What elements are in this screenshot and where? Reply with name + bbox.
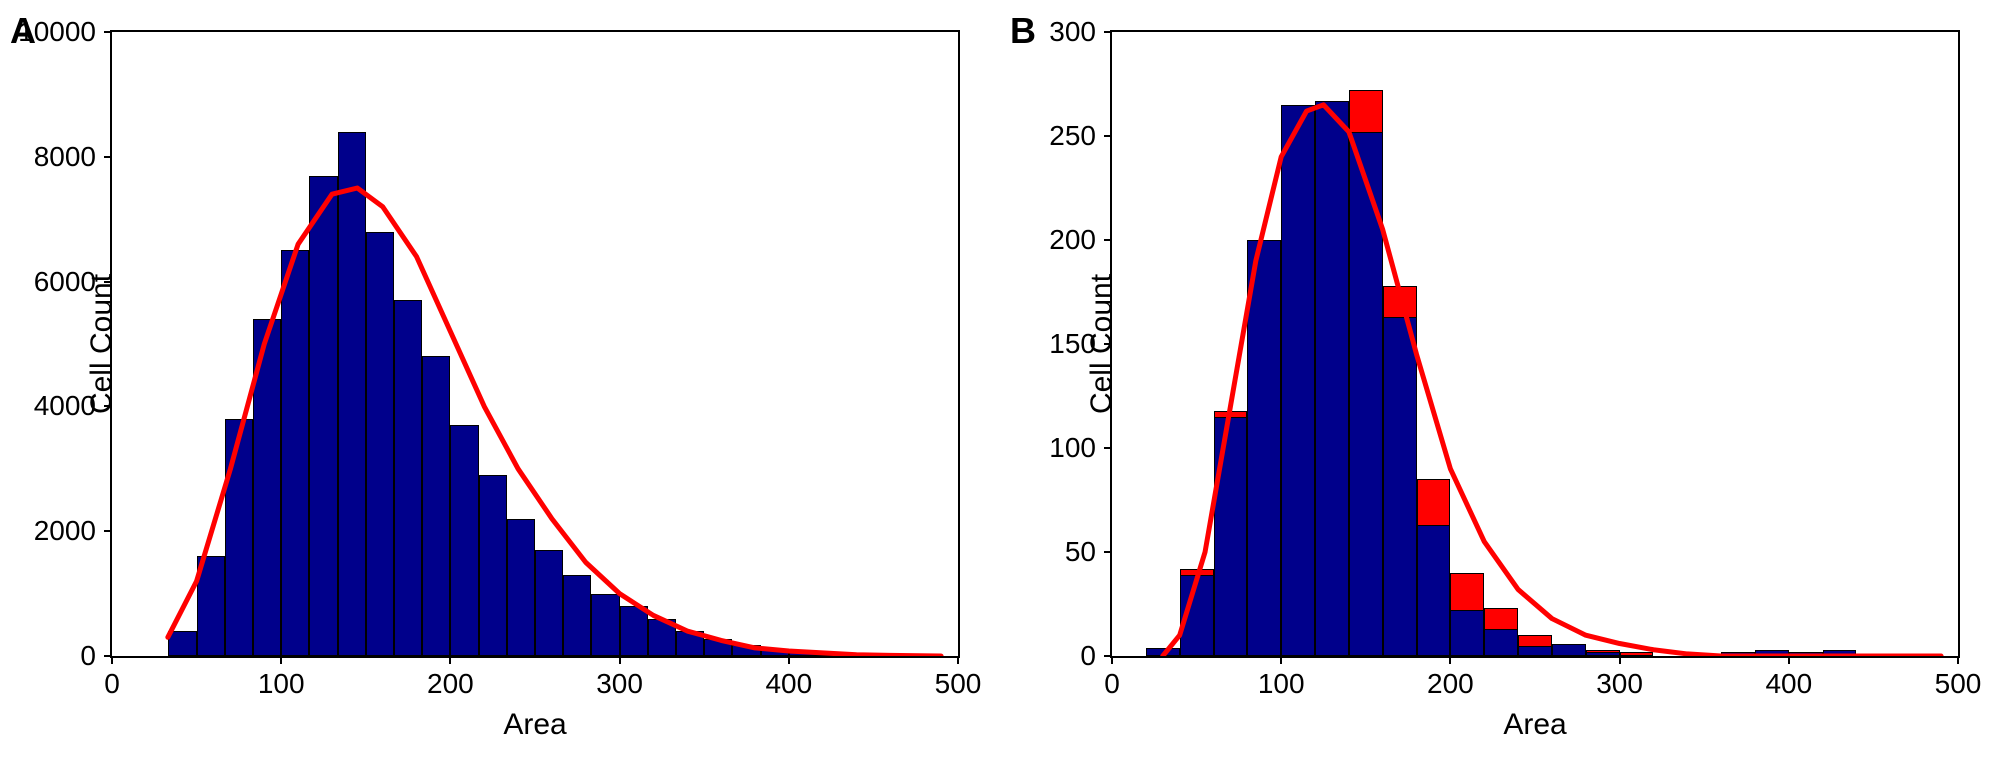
x-tick: 300 [596,668,643,700]
x-tick: 300 [1596,668,1643,700]
bar [535,550,563,656]
bar [507,519,535,656]
y-tick: 200 [1049,224,1096,256]
bar-back [1620,652,1654,656]
y-tick: 10000 [18,16,96,48]
x-tick: 200 [1427,668,1474,700]
bar-front [1721,652,1755,656]
bar [732,645,760,656]
bar-front [1450,610,1484,656]
x-tick: 400 [1765,668,1812,700]
x-tick: 200 [427,668,474,700]
x-tick: 500 [935,668,982,700]
bar [450,425,478,656]
y-tick: 250 [1049,120,1096,152]
xlabel-a: Area [503,708,566,742]
x-tick: 500 [1935,668,1982,700]
x-tick: 100 [1258,668,1305,700]
bar [338,132,366,656]
bar [676,631,704,656]
y-tick: 50 [1065,536,1096,568]
bar [422,356,450,656]
y-tick: 6000 [34,266,96,298]
bar [704,639,732,656]
bar [761,649,789,656]
bar [366,232,394,656]
bar [648,619,676,656]
bar [197,556,225,656]
bar [563,575,591,656]
y-tick: 0 [1080,640,1096,672]
bar [479,475,507,656]
bar [394,300,422,656]
bar-front [1789,652,1823,656]
x-tick: 100 [258,668,305,700]
y-tick: 8000 [34,141,96,173]
y-tick: 300 [1049,16,1096,48]
bar-front [1315,101,1349,656]
bar-front [1823,650,1857,656]
y-tick: 2000 [34,515,96,547]
bar [620,606,648,656]
bar-front [1755,650,1789,656]
bar [591,594,619,656]
x-tick: 400 [765,668,812,700]
bar [789,652,817,656]
bar [253,319,281,656]
y-tick: 150 [1049,328,1096,360]
panel-b: B Area Cell Count 0100200300400500050100… [1000,0,2000,758]
plot-area-b: Area Cell Count 010020030040050005010015… [1110,30,1960,658]
bar-front [1383,317,1417,656]
bar-front [1417,525,1451,656]
bar-front [1586,652,1620,656]
bar-front [1484,629,1518,656]
bar-front [1349,132,1383,656]
bar-front [1518,646,1552,656]
bar-front [1146,648,1180,656]
bar-front [1552,644,1586,656]
bar [309,176,337,656]
x-tick: 0 [104,668,120,700]
y-tick: 0 [80,640,96,672]
y-tick: 4000 [34,390,96,422]
bar [845,654,873,656]
panel-label-b: B [1010,10,1036,52]
y-tick: 100 [1049,432,1096,464]
bar-front [1247,240,1281,656]
bar-front [1180,575,1214,656]
bar-front [1281,105,1315,656]
xlabel-b: Area [1503,708,1566,742]
panel-a: A Area Cell Count 0100200300400500020004… [0,0,1000,758]
bar-front [1214,417,1248,656]
bar [281,250,309,656]
x-tick: 0 [1104,668,1120,700]
bar [817,654,845,656]
bar [225,419,253,656]
bar [168,631,196,656]
plot-area-a: Area Cell Count 010020030040050002000400… [110,30,960,658]
